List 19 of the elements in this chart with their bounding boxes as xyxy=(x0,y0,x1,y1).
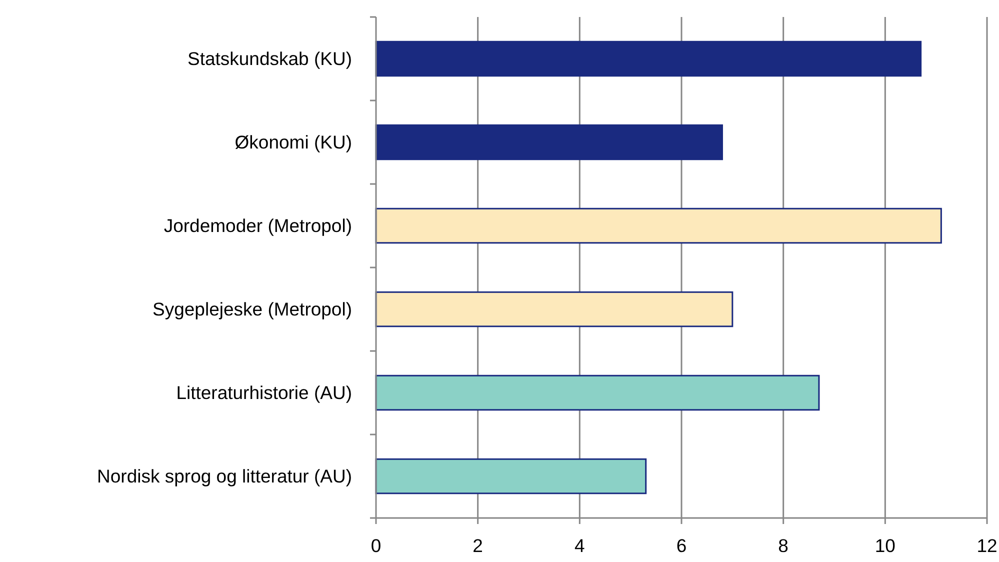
bar xyxy=(375,291,734,328)
y-tick-label: Økonomi (KU) xyxy=(234,132,352,153)
x-tick-label: 0 xyxy=(370,535,382,556)
bar xyxy=(375,124,723,160)
x-tick-label: 8 xyxy=(778,535,788,556)
y-tick-label: Nordisk sprog og litteratur (AU) xyxy=(97,466,352,487)
x-tick-label: 4 xyxy=(574,535,585,556)
x-tick-label: 10 xyxy=(874,535,896,556)
x-tick-label: 6 xyxy=(676,535,687,556)
bar xyxy=(375,40,922,77)
bar xyxy=(375,208,942,244)
bar xyxy=(375,374,820,411)
x-tick-label: 12 xyxy=(976,535,998,556)
bar xyxy=(375,458,647,494)
y-tick-label: Statskundskab (KU) xyxy=(187,48,352,70)
y-tick-label: Sygeplejeske (Metropol) xyxy=(152,298,352,320)
y-tick-label: Jordemoder (Metropol) xyxy=(164,215,352,236)
x-tick-label: 2 xyxy=(472,535,483,556)
y-tick-label: Litteraturhistorie (AU) xyxy=(176,382,352,404)
